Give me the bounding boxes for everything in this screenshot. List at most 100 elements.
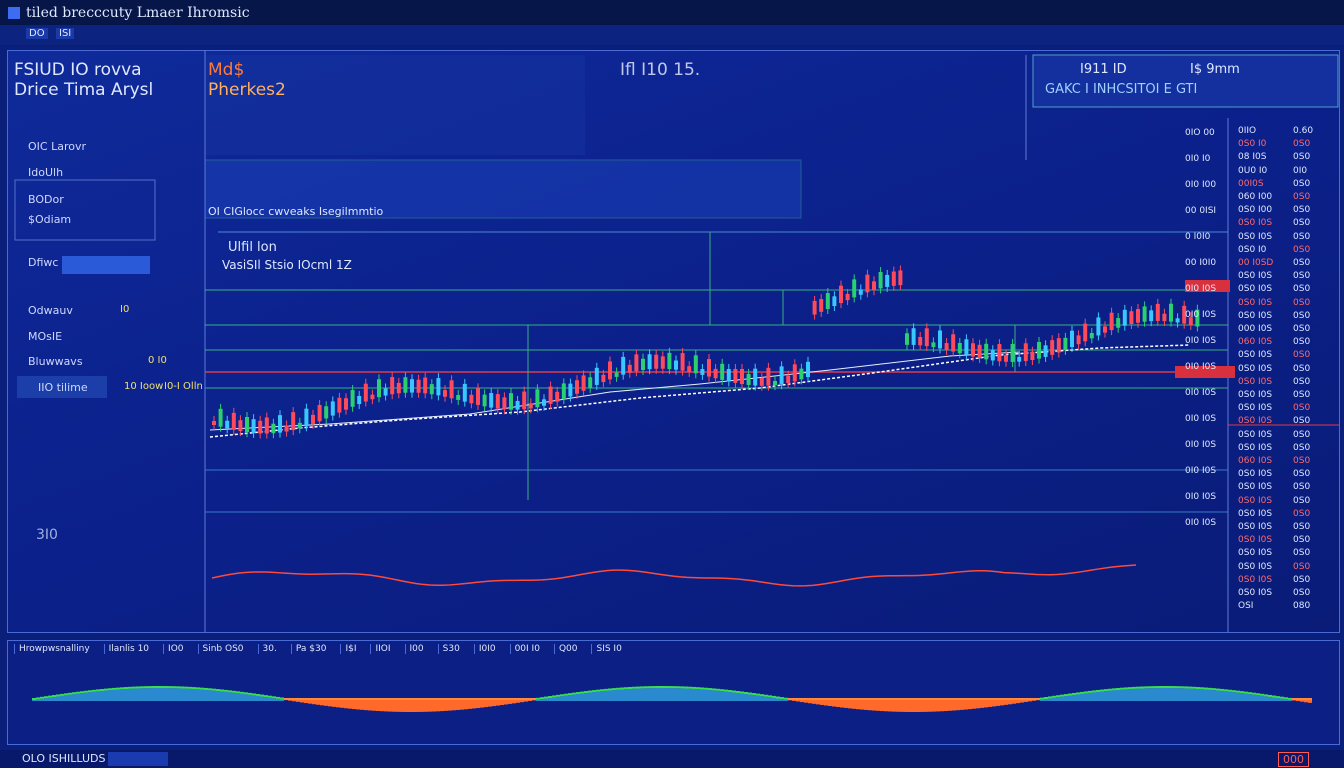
candle	[225, 420, 230, 429]
wave-bar	[368, 700, 372, 711]
wave-bar	[576, 694, 580, 701]
wave-top	[96, 689, 100, 692]
candle	[304, 408, 309, 427]
wave-bar	[144, 688, 148, 701]
candle	[924, 328, 929, 347]
status-box	[108, 752, 168, 766]
wave-bar	[1188, 688, 1192, 701]
wave-top	[272, 696, 276, 699]
sidebar-item: OIC Larovr	[28, 140, 86, 153]
wave-top	[416, 698, 420, 700]
wave-bar	[440, 700, 444, 712]
price-name: 0S0 I0S	[1238, 561, 1273, 572]
wave-bar	[1164, 688, 1168, 701]
wave-top	[1024, 698, 1028, 700]
wave-top	[364, 698, 368, 700]
candle	[852, 279, 857, 298]
wave-top	[784, 697, 788, 700]
wave-top	[1168, 686, 1172, 689]
wave-top	[1208, 687, 1212, 690]
wave-bar	[812, 700, 816, 704]
price-value: 0I0	[1293, 165, 1308, 176]
toolbar-item: Sinb OS0	[197, 644, 248, 654]
wave-top	[1040, 697, 1044, 700]
wave-bar	[636, 688, 640, 701]
candle	[740, 368, 744, 385]
wave-top	[1164, 686, 1168, 689]
wave-bar	[1288, 699, 1292, 701]
wave-top	[1260, 693, 1264, 696]
wave-bar	[1300, 700, 1304, 702]
wave-top	[432, 698, 436, 700]
candle	[997, 344, 1002, 362]
candle	[1195, 309, 1200, 327]
wave-top	[108, 688, 112, 691]
wave-top	[560, 694, 564, 697]
wave-top	[696, 687, 700, 690]
wave-top	[600, 689, 604, 692]
wave-top	[76, 691, 80, 694]
wave-bar	[592, 692, 596, 701]
wave-bar	[160, 688, 164, 701]
wave-bar	[1124, 689, 1128, 701]
wave-top	[1152, 686, 1156, 689]
wave-top	[1124, 687, 1128, 690]
wave-top	[36, 697, 40, 700]
wave-top	[816, 698, 820, 700]
wave-bar	[628, 688, 632, 701]
wave-top	[860, 698, 864, 700]
timer: Ifl I10 15.	[620, 60, 701, 80]
wave-bar	[1252, 694, 1256, 701]
wave-bar	[756, 695, 760, 701]
wave-top	[488, 698, 492, 700]
candle	[377, 379, 381, 398]
wave-bar	[852, 700, 856, 709]
price-value: 0S0	[1293, 429, 1311, 440]
wave-bar	[1136, 688, 1140, 701]
wave-bar	[1292, 700, 1296, 701]
wave-bar	[492, 700, 496, 707]
wave-bar	[1108, 690, 1112, 701]
wave-bar	[148, 688, 152, 701]
candle	[1175, 318, 1180, 323]
wave-bar	[228, 692, 232, 701]
price-name: 0S0 I0S	[1238, 350, 1273, 361]
wave-top	[392, 698, 396, 700]
price-value: 0.60	[1293, 126, 1314, 136]
wave-top	[1244, 691, 1248, 694]
candle	[1103, 326, 1107, 333]
wave-bar	[660, 688, 664, 701]
wave-top	[848, 698, 852, 700]
wave-top	[160, 686, 164, 689]
wave-bar	[864, 700, 868, 710]
wave-bar	[940, 700, 944, 712]
candle	[878, 272, 883, 289]
wave-top	[1064, 694, 1068, 697]
wave-bar	[168, 688, 172, 701]
wave-bar	[572, 694, 576, 701]
wave-top	[616, 687, 620, 690]
candle	[957, 342, 962, 354]
candle	[938, 330, 942, 349]
wave-top	[252, 693, 256, 696]
wave-top	[1112, 688, 1116, 691]
wave-top	[1296, 698, 1300, 700]
candle	[238, 420, 243, 432]
candle	[1136, 309, 1140, 323]
wave-bar	[124, 689, 128, 701]
wave-top	[532, 698, 536, 700]
wave-top	[200, 687, 204, 690]
wave-top	[916, 698, 920, 700]
wave-top	[892, 698, 896, 700]
wave-bar	[100, 690, 104, 701]
wave-top	[456, 698, 460, 700]
wave-top	[636, 686, 640, 689]
price-value: 0S0	[1293, 284, 1311, 295]
wave-top	[1076, 692, 1080, 695]
wave-top	[552, 695, 556, 698]
wave-bar	[64, 695, 68, 701]
wave-top	[1120, 687, 1124, 690]
wave-bar	[192, 689, 196, 701]
wave-bar	[1084, 693, 1088, 701]
